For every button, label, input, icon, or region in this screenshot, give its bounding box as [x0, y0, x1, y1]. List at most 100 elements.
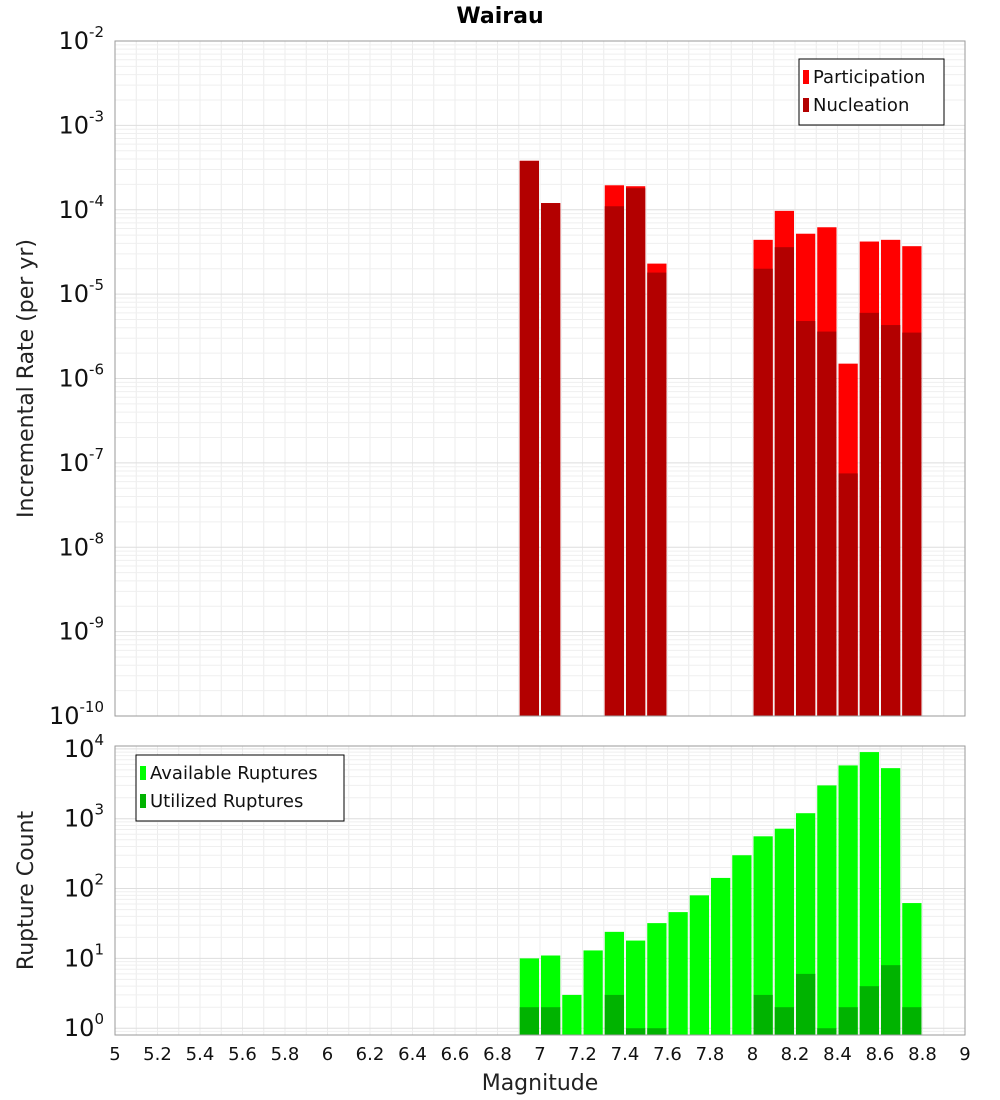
rate-bar-nucleation [838, 473, 858, 716]
rate-bar-nucleation [859, 312, 879, 716]
rate-panel: 10-10 10-9 10-8 10-7 10-6 10-5 10-4 10-3 10-2 In… [14, 23, 966, 730]
count-bar-available-ruptures [711, 877, 731, 1035]
x-tick-label: 7.8 [696, 1044, 725, 1065]
rate-y-tick-label: 10-5 [58, 276, 104, 308]
rate-y-tick-label: 10-8 [58, 529, 104, 561]
count-y-tick-label: 104 [64, 731, 104, 763]
x-tick-label: 7.4 [611, 1044, 640, 1065]
count-y-tick-label: 101 [64, 940, 104, 972]
x-tick-label: 5.8 [271, 1044, 300, 1065]
count-bar-available-ruptures [668, 912, 688, 1035]
count-legend-swatch [140, 766, 146, 780]
count-legend-label: Available Ruptures [150, 763, 318, 784]
count-legend: Available Ruptures Utilized Ruptures [135, 754, 345, 822]
rate-y-tick-label: 10-2 [58, 23, 104, 55]
rate-y-axis-label: Incremental Rate (per yr) [14, 239, 39, 518]
x-tick-label: 5.4 [186, 1044, 215, 1065]
x-tick-label: 8 [747, 1044, 758, 1065]
x-tick-label: 9 [959, 1044, 970, 1065]
x-tick-label: 7.2 [568, 1044, 597, 1065]
count-y-tick-labels: 100 101 102 103 104 [64, 731, 104, 1042]
count-bar-utilized-ruptures [902, 1007, 922, 1035]
x-tick-label: 6.6 [441, 1044, 470, 1065]
x-tick-label: 6.8 [483, 1044, 512, 1065]
count-bar-utilized-ruptures [519, 1007, 539, 1035]
rate-y-tick-label: 10-4 [58, 192, 104, 224]
x-axis-label: Magnitude [482, 1071, 599, 1096]
count-bar-utilized-ruptures [796, 973, 816, 1035]
count-bar-utilized-ruptures [626, 1028, 646, 1035]
rate-legend-label: Participation [813, 67, 925, 88]
count-bar-utilized-ruptures [753, 994, 773, 1035]
count-legend-swatch [140, 794, 146, 808]
rate-bar-nucleation [647, 272, 667, 716]
rate-y-tick-label: 10-3 [58, 107, 104, 139]
count-bars [519, 752, 922, 1035]
rate-legend-box [798, 58, 945, 126]
count-legend-label: Utilized Ruptures [150, 791, 303, 812]
rate-plot-area [114, 40, 966, 717]
rate-bar-nucleation [604, 206, 624, 716]
count-bar-available-ruptures [817, 785, 837, 1035]
count-bar-available-ruptures [689, 895, 709, 1035]
count-bar-available-ruptures [647, 923, 667, 1035]
rate-y-tick-label: 10-6 [58, 361, 104, 393]
chart-title: Wairau [456, 4, 543, 29]
rate-bar-nucleation [626, 188, 646, 717]
rate-bar-nucleation [753, 268, 773, 716]
count-bar-utilized-ruptures [647, 1028, 667, 1035]
x-tick-label: 6 [322, 1044, 333, 1065]
rate-bar-nucleation [519, 160, 539, 717]
rate-y-tick-label: 10-9 [58, 614, 104, 646]
count-bar-available-ruptures [583, 950, 603, 1035]
count-bar-available-ruptures [562, 994, 582, 1035]
x-tick-label: 8.8 [908, 1044, 937, 1065]
x-tick-label: 6.4 [398, 1044, 427, 1065]
rate-bar-nucleation [541, 203, 561, 716]
rate-bar-nucleation [817, 331, 837, 716]
x-tick-label: 5 [109, 1044, 120, 1065]
rate-legend-swatch [803, 98, 809, 112]
rate-legend: Participation Nucleation [798, 58, 945, 126]
count-plot-area [114, 745, 966, 1036]
rate-y-tick-label: 10-10 [49, 698, 104, 730]
rate-bars [519, 160, 922, 717]
count-panel: 100 101 102 103 104 Rupture Count Available … [14, 731, 971, 1096]
rate-bar-nucleation [796, 321, 816, 716]
count-bar-utilized-ruptures [881, 965, 901, 1035]
count-bar-available-ruptures [774, 828, 794, 1035]
x-tick-label: 5.2 [143, 1044, 172, 1065]
count-bar-utilized-ruptures [774, 1007, 794, 1035]
rate-legend-swatch [803, 70, 809, 84]
count-bar-utilized-ruptures [859, 986, 879, 1035]
count-bar-utilized-ruptures [541, 1007, 561, 1035]
count-bar-available-ruptures [859, 752, 879, 1035]
x-tick-label: 8.2 [781, 1044, 810, 1065]
rate-gridlines [114, 40, 966, 717]
count-bar-available-ruptures [902, 903, 922, 1035]
x-tick-label: 8.6 [866, 1044, 895, 1065]
rate-legend-label: Nucleation [813, 95, 909, 116]
x-tick-label: 6.2 [356, 1044, 385, 1065]
count-y-tick-label: 102 [64, 871, 104, 903]
x-tick-labels: 5 5.2 5.4 5.6 5.8 6 6.2 6.4 6.6 6.8 7 7.2 7.4 7.6 7.8 8… [109, 1044, 970, 1065]
rate-y-tick-label: 10-7 [58, 445, 104, 477]
x-tick-label: 5.6 [228, 1044, 257, 1065]
count-bar-available-ruptures [732, 855, 752, 1035]
count-bar-utilized-ruptures [838, 1007, 858, 1035]
count-y-tick-label: 103 [64, 801, 104, 833]
rate-bar-nucleation [881, 325, 901, 716]
x-tick-label: 8.4 [823, 1044, 852, 1065]
x-tick-label: 7 [534, 1044, 545, 1065]
rate-bar-nucleation [774, 247, 794, 716]
count-legend-box [135, 754, 345, 822]
count-bar-utilized-ruptures [817, 1028, 837, 1035]
count-bar-available-ruptures [838, 765, 858, 1035]
rate-y-tick-labels: 10-10 10-9 10-8 10-7 10-6 10-5 10-4 10-3 10-2 [49, 23, 104, 730]
count-y-tick-label: 100 [64, 1010, 104, 1042]
count-bar-available-ruptures [753, 836, 773, 1035]
count-bar-utilized-ruptures [604, 994, 624, 1035]
count-y-axis-label: Rupture Count [14, 811, 39, 971]
x-tick-label: 7.6 [653, 1044, 682, 1065]
